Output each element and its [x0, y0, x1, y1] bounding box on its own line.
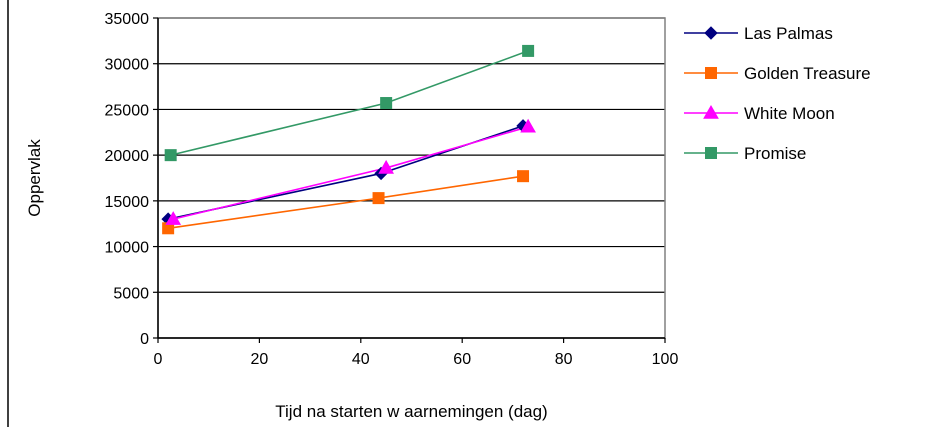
series-line [168, 176, 523, 228]
y-tick-label: 25000 [105, 102, 150, 119]
x-tick-label: 0 [154, 351, 163, 368]
y-tick-label: 0 [140, 331, 149, 348]
y-tick-label: 10000 [105, 240, 150, 257]
data-point [373, 193, 384, 204]
legend-marker [706, 148, 717, 159]
data-point [381, 98, 392, 109]
x-tick-label: 20 [251, 351, 269, 368]
legend-marker [706, 68, 717, 79]
y-tick-label: 20000 [105, 148, 150, 165]
series-line [171, 51, 528, 155]
y-tick-label: 15000 [105, 194, 150, 211]
x-tick-label: 100 [652, 351, 679, 368]
legend: Las Palmas Golden Treasure White Moon Promi… [684, 24, 871, 163]
y-tick-label: 35000 [105, 11, 150, 28]
legend-label: White Moon [744, 104, 835, 123]
data-point [523, 45, 534, 56]
legend-marker [705, 27, 717, 39]
y-tick-label: 5000 [113, 285, 149, 302]
legend-label: Golden Treasure [744, 64, 871, 83]
data-point [518, 171, 529, 182]
y-axis-title: Oppervlak [25, 139, 44, 217]
legend-label: Promise [744, 144, 806, 163]
data-point [165, 150, 176, 161]
x-tick-label: 40 [352, 351, 370, 368]
plot-area [158, 18, 665, 338]
series-line [173, 127, 528, 219]
grid-layer [158, 18, 665, 338]
x-tick-label: 60 [453, 351, 471, 368]
legend-label: Las Palmas [744, 24, 833, 43]
x-axis-title: Tijd na starten w aarnemingen (dag) [275, 402, 547, 421]
series-layer [162, 45, 535, 233]
tick-layer: 0 5000 10000 15000 20000 25000 30000 35000 0 20 40… [105, 11, 679, 368]
series-line [168, 126, 523, 219]
legend-marker [704, 106, 718, 118]
y-tick-label: 30000 [105, 57, 150, 74]
x-tick-label: 80 [555, 351, 573, 368]
